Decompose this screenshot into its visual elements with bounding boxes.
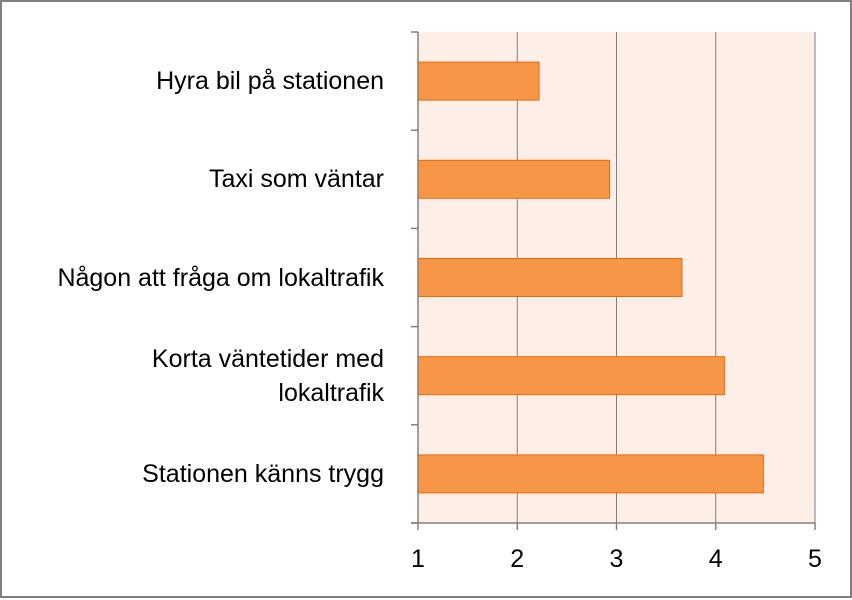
category-label: Korta väntetider med lokaltrafik (151, 344, 384, 407)
category-label: Taxi som väntar (208, 165, 384, 194)
category-label: Stationen känns trygg (142, 459, 384, 488)
category-label: Hyra bil på stationen (156, 67, 384, 96)
bar (417, 356, 726, 396)
bar (417, 61, 540, 101)
bar (417, 258, 683, 297)
bar (417, 159, 611, 199)
bars (417, 61, 764, 494)
x-tick-label: 2 (510, 545, 525, 573)
axes (411, 31, 816, 530)
x-tick-label: 1 (411, 545, 425, 573)
x-tick-label: 4 (708, 545, 723, 573)
x-tick-label: 5 (808, 545, 822, 573)
bar (417, 454, 764, 494)
x-tick-label: 3 (609, 545, 624, 573)
category-label: Någon att fråga om lokaltrafik (57, 263, 384, 292)
